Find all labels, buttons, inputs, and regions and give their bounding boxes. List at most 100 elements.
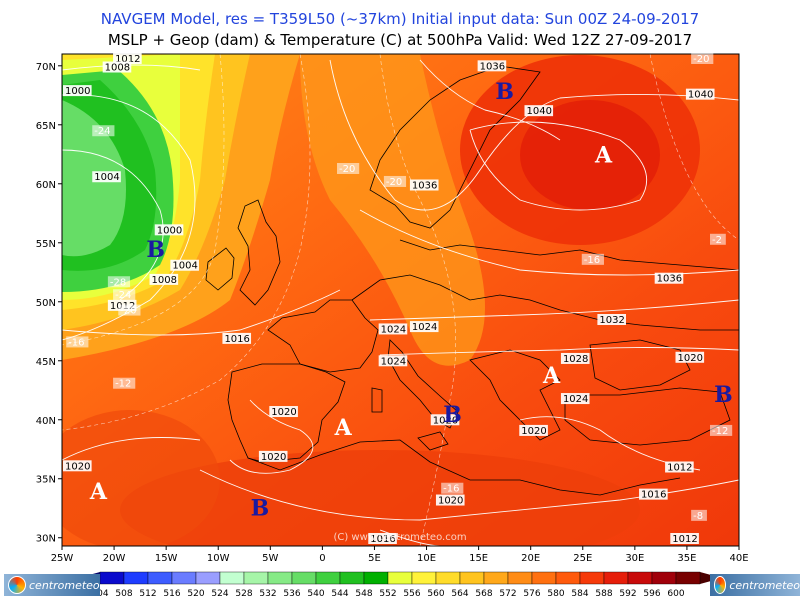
isobar-12 — [199, 469, 739, 521]
colorbar-cell — [219, 571, 245, 585]
x-tick-label: 0 — [319, 553, 325, 564]
colorbar-cell — [435, 571, 461, 585]
temperature-label: -28 — [110, 277, 126, 288]
temperature-label: -16 — [68, 337, 84, 348]
geopotential-contours — [62, 54, 739, 546]
colorbar-label: 544 — [331, 589, 348, 599]
colorbar-cell — [651, 571, 677, 585]
warm-region-atlantic — [62, 410, 220, 546]
pressure-label-box — [519, 424, 548, 436]
colorbar-label: 584 — [571, 589, 588, 599]
low-pressure-marker: B — [714, 382, 733, 408]
isobar-3 — [62, 149, 164, 301]
colorbar-label: 508 — [115, 589, 132, 599]
scandinavia-outline — [369, 65, 541, 229]
temperature-label: -20 — [693, 54, 709, 65]
y-tick-label: 65N — [36, 121, 56, 132]
low-pressure-marker: B — [495, 79, 514, 105]
temperature-label-box — [383, 175, 407, 187]
pressure-label: 1040 — [526, 106, 551, 117]
x-tick-label: 5W — [262, 553, 278, 564]
pressure-label: 1024 — [412, 322, 437, 333]
pressure-label: 1012 — [672, 534, 697, 545]
colorbar-label: 596 — [643, 589, 660, 599]
pressure-label-box — [670, 533, 699, 544]
colorbar-label: 552 — [379, 589, 396, 599]
pressure-label: 1024 — [381, 324, 406, 335]
colorbar-cell — [507, 571, 533, 585]
colorbar-label: 576 — [523, 589, 540, 599]
pressure-label-box — [154, 224, 184, 236]
colorbar-label: 592 — [619, 589, 636, 599]
pressure-label-box — [409, 321, 439, 333]
pressure-label-box — [654, 272, 684, 284]
pressure-label-box — [63, 460, 92, 472]
colorbar-cell — [459, 571, 485, 585]
title-line-2: MSLP + Geop (dam) & Temperature (C) at 5… — [107, 31, 693, 49]
low-pressure-marker: B — [251, 495, 270, 521]
temperature-label: -16 — [443, 484, 459, 495]
y-tick-label: 55N — [36, 239, 56, 250]
cool-band-central — [300, 54, 485, 366]
temperature-label: -24 — [115, 290, 131, 301]
pressure-label: 1040 — [688, 90, 713, 101]
isobar-2 — [62, 94, 196, 341]
pressure-label-box — [368, 533, 397, 544]
colorbar-label: 516 — [163, 589, 180, 599]
pressure-label: 1008 — [152, 275, 177, 286]
x-tick-label: 35E — [677, 553, 696, 564]
colorbar-label: 548 — [355, 589, 372, 599]
x-tick-label: 5E — [368, 553, 381, 564]
pressure-label-box — [477, 60, 507, 72]
temperature-label: -20 — [339, 164, 355, 175]
high-pressure-marker: A — [334, 415, 353, 441]
isobar-7 — [469, 121, 648, 211]
geop-contour-4 — [649, 54, 739, 241]
colorbar-cell — [387, 571, 413, 585]
colorbar-cell — [555, 571, 581, 585]
temperature-label-box — [691, 53, 714, 64]
colorbar-cell — [291, 571, 317, 585]
pressure-label: 1012 — [667, 462, 692, 473]
italy-outline — [387, 339, 459, 429]
temperature-label-box — [441, 482, 464, 494]
temperature-label-box — [113, 289, 136, 301]
colorbar-label: 600 — [667, 589, 684, 599]
pressure-label-box — [675, 351, 705, 363]
temperature-label-box — [118, 304, 141, 316]
geop-contour-2 — [62, 54, 311, 431]
pressure-label: 1036 — [657, 274, 682, 285]
pressure-label-box — [269, 406, 298, 418]
colorbar-cell — [195, 571, 221, 585]
colorbar-label: 588 — [595, 589, 612, 599]
pressure-label: 1020 — [65, 461, 90, 472]
pressure-label: 1020 — [521, 426, 546, 437]
y-tick-label: 50N — [36, 298, 56, 309]
colorbar-cell — [99, 571, 125, 585]
colorbar-cell — [579, 571, 605, 585]
temperature-label: -12 — [115, 379, 131, 390]
x-tick-label: 40E — [729, 553, 748, 564]
colorbar-cell — [171, 571, 197, 585]
pressure-label-box — [430, 414, 460, 426]
colorbar-label: 568 — [475, 589, 492, 599]
pressure-label-box — [378, 323, 408, 335]
isobar-11 — [229, 399, 314, 474]
isobar-6 — [419, 59, 561, 141]
pressure-label: 1024 — [381, 356, 406, 367]
temperature-label: -20 — [120, 306, 136, 317]
colorbar-label: 536 — [283, 589, 300, 599]
colorbar-label: 532 — [259, 589, 276, 599]
isobar-13 — [62, 437, 201, 461]
geop-contour-3 — [379, 54, 456, 546]
temperature-label: -20 — [386, 177, 402, 188]
geop-contour-1 — [62, 54, 225, 346]
pressure-label-box — [524, 105, 554, 117]
sardinia-outline — [371, 387, 383, 413]
pressure-label: 1008 — [105, 63, 130, 74]
pressure-label-box — [378, 355, 408, 367]
x-tick-label: 10W — [207, 553, 230, 564]
isobar-1 — [62, 64, 201, 71]
pressure-label: 1012 — [115, 54, 140, 65]
